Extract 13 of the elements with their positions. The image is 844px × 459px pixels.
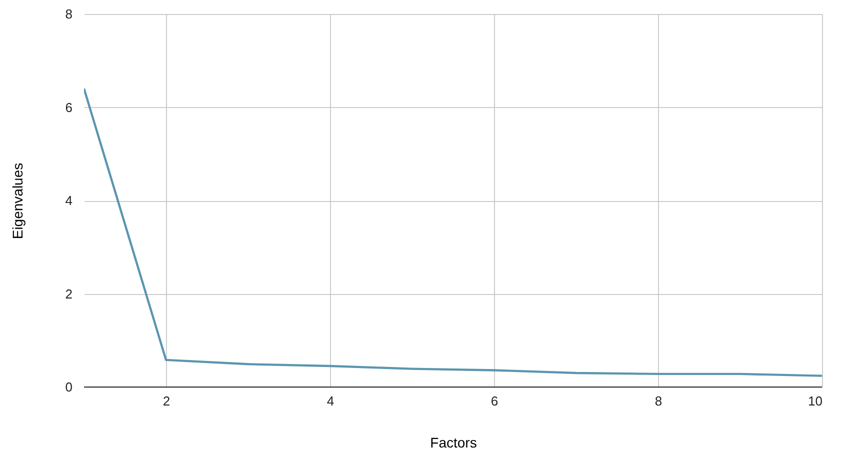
x-tick-label: 2: [162, 394, 170, 408]
y-tick-label: 0: [65, 380, 72, 394]
line-series: [84, 88, 822, 377]
y-tick-label: 6: [65, 100, 72, 115]
y-tick-label: 4: [65, 193, 72, 208]
x-tick-label: 8: [654, 394, 662, 408]
y-axis-title: Eigenvalues: [9, 162, 26, 240]
y-tick-label: 2: [65, 286, 72, 302]
y-tick-label: 8: [65, 6, 72, 22]
x-tick-label: 10: [808, 394, 822, 408]
x-tick-label: 6: [490, 394, 498, 408]
x-tick-label: 4: [326, 394, 334, 408]
x-axis-title: Factors: [430, 434, 477, 450]
